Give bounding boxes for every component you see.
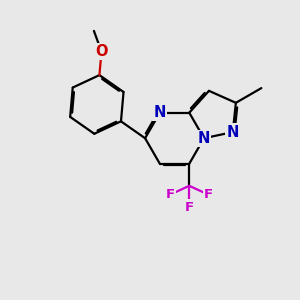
Text: F: F xyxy=(185,200,194,214)
Text: N: N xyxy=(226,124,239,140)
Text: N: N xyxy=(154,105,166,120)
Text: F: F xyxy=(204,188,213,201)
Text: N: N xyxy=(198,131,210,146)
Text: F: F xyxy=(166,188,175,201)
Text: O: O xyxy=(95,44,108,59)
